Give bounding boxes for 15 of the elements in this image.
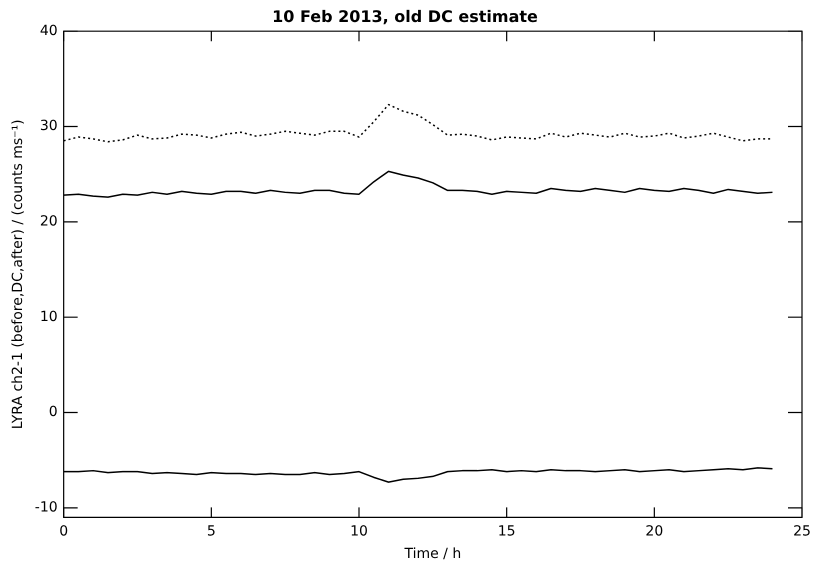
x-tick-label: 25 (793, 523, 811, 540)
y-axis-title: LYRA ch2-1 (before,DC,after) / (counts ms⁻¹) (10, 119, 26, 430)
y-tick-label: 0 (48, 404, 58, 420)
x-tick-label: 15 (498, 523, 516, 540)
x-tick-label: 5 (206, 523, 216, 540)
y-tick-label: 20 (40, 214, 58, 230)
x-tick-label: 10 (350, 523, 368, 540)
chart-title: 10 Feb 2013, old DC estimate (272, 6, 538, 26)
x-tick-label: 20 (645, 523, 664, 540)
y-tick-label: 10 (40, 308, 58, 325)
x-tick-label: 0 (59, 523, 68, 540)
y-tick-label: -10 (34, 500, 58, 516)
x-axis-title: Time / h (403, 546, 462, 562)
y-tick-label: 40 (40, 22, 58, 39)
y-tick-label: 30 (40, 118, 58, 134)
